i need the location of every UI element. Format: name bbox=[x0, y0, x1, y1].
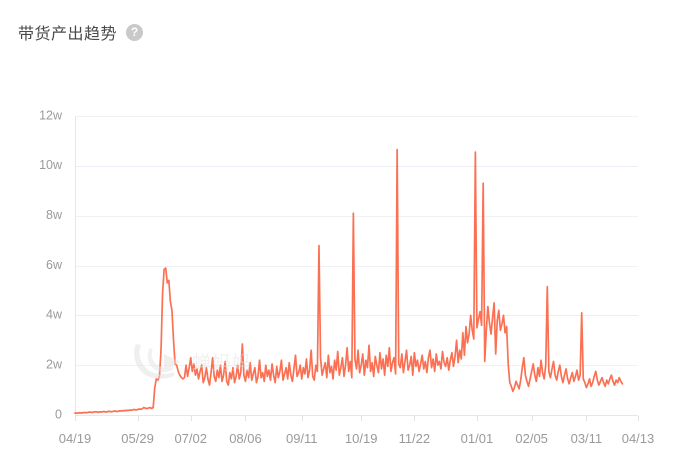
gridlines bbox=[75, 116, 638, 366]
x-tick-label: 08/06 bbox=[229, 431, 262, 446]
page-title: 带货产出趋势 bbox=[18, 26, 118, 43]
x-tick-label: 07/02 bbox=[174, 431, 207, 446]
x-tick-label: 05/29 bbox=[121, 431, 154, 446]
x-tick-label: 04/19 bbox=[59, 431, 92, 446]
y-tick-label: 4w bbox=[46, 308, 63, 322]
axis-lines bbox=[75, 116, 639, 421]
x-tick-label: 01/01 bbox=[461, 431, 494, 446]
question-mark-icon[interactable]: ? bbox=[126, 23, 144, 41]
y-tick-label: 0 bbox=[55, 407, 62, 421]
y-tick-label: 12w bbox=[39, 108, 63, 122]
x-tick-label: 11/22 bbox=[399, 431, 431, 446]
x-axis-tick-labels: 04/19 05/29 07/02 08/06 09/11 10/19 11/22 01/01… bbox=[59, 431, 655, 446]
y-tick-label: 8w bbox=[46, 208, 63, 222]
y-axis-tick-labels: 0 2w 4w 6w 8w 10w 12w bbox=[39, 108, 63, 421]
x-tick-label: 03/11 bbox=[571, 431, 603, 446]
series-line-带货产出 bbox=[74, 148, 624, 415]
x-tick-label: 10/19 bbox=[345, 431, 378, 446]
x-tick-label: 02/05 bbox=[515, 431, 548, 446]
y-tick-label: 6w bbox=[46, 258, 63, 272]
x-tick-label: 04/13 bbox=[622, 431, 655, 446]
y-tick-label: 10w bbox=[39, 158, 63, 172]
y-tick-label: 2w bbox=[46, 357, 63, 371]
x-tick-label: 09/11 bbox=[286, 431, 318, 446]
chart-header: 带货产出趋势 ? bbox=[18, 20, 144, 44]
